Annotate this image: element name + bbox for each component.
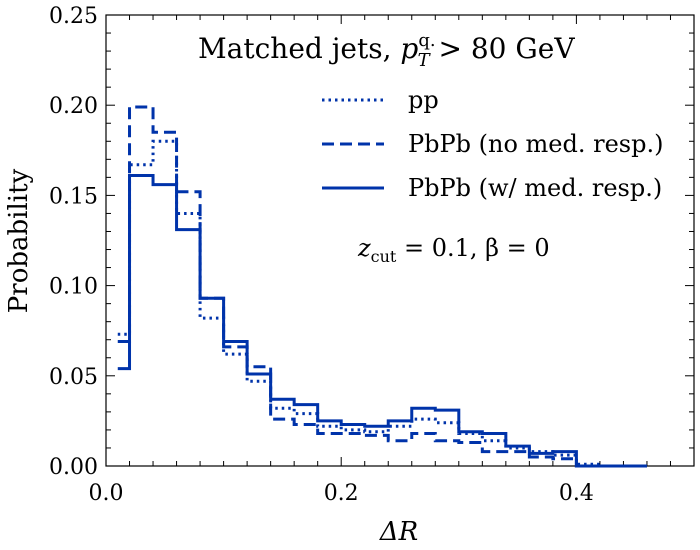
y-tick-label: 0.25	[49, 4, 98, 29]
y-tick-label: 0.10	[49, 275, 98, 300]
legend-label: pp	[408, 86, 439, 114]
plot-area	[105, 14, 695, 467]
y-tick-label: 0.00	[49, 455, 98, 480]
y-tick-label: 0.05	[49, 365, 98, 390]
y-axis-label: Probability	[4, 168, 34, 313]
x-axis-label: ΔΔRR	[379, 517, 418, 547]
legend-label: PbPb (no med. resp.)	[408, 130, 663, 158]
tick-labels: 0.0 0.2 0.4 0.00 0.05 0.10 0.15 0.20 0.25	[49, 4, 594, 506]
chart-title: Matched jets, pq. T > 80 GeV	[198, 30, 575, 71]
y-tick-label: 0.20	[49, 94, 98, 119]
tick-marks	[105, 14, 695, 467]
legend-label: PbPb (w/ med. resp.)	[408, 174, 662, 202]
series-pp	[117, 139, 647, 468]
series-pbpb-w-med-resp	[117, 174, 647, 468]
x-tick-label: 0.0	[89, 481, 124, 506]
y-tick-label: 0.15	[49, 184, 98, 209]
parameter-annotation: zcut = 0.1, β = 0	[357, 234, 550, 266]
series-pbpb-no-med-resp	[117, 105, 647, 468]
x-tick-label: 0.4	[559, 481, 594, 506]
x-tick-label: 0.2	[324, 481, 359, 506]
legend: pp PbPb (no med. resp.) PbPb (w/ med. resp…	[322, 86, 663, 202]
series-layer	[117, 105, 647, 468]
